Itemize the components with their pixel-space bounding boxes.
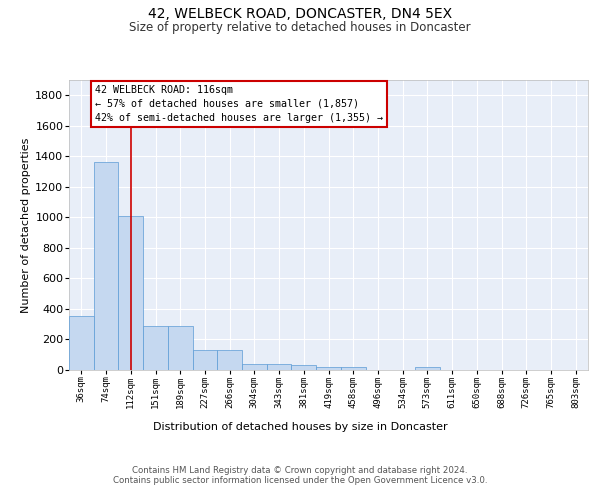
Bar — [267, 364, 292, 370]
Bar — [143, 326, 168, 370]
Bar — [193, 350, 217, 370]
Text: 42 WELBECK ROAD: 116sqm
← 57% of detached houses are smaller (1,857)
42% of semi: 42 WELBECK ROAD: 116sqm ← 57% of detache… — [95, 84, 383, 122]
Bar — [217, 350, 242, 370]
Bar — [341, 367, 365, 370]
Bar — [316, 367, 341, 370]
Bar — [94, 162, 118, 370]
Text: Size of property relative to detached houses in Doncaster: Size of property relative to detached ho… — [129, 21, 471, 34]
Bar — [69, 316, 94, 370]
Y-axis label: Number of detached properties: Number of detached properties — [21, 138, 31, 312]
Text: 42, WELBECK ROAD, DONCASTER, DN4 5EX: 42, WELBECK ROAD, DONCASTER, DN4 5EX — [148, 8, 452, 22]
Bar — [242, 364, 267, 370]
Bar — [168, 326, 193, 370]
Bar — [118, 216, 143, 370]
Text: Contains HM Land Registry data © Crown copyright and database right 2024.
Contai: Contains HM Land Registry data © Crown c… — [113, 466, 487, 485]
Bar — [292, 364, 316, 370]
Text: Distribution of detached houses by size in Doncaster: Distribution of detached houses by size … — [152, 422, 448, 432]
Bar — [415, 367, 440, 370]
